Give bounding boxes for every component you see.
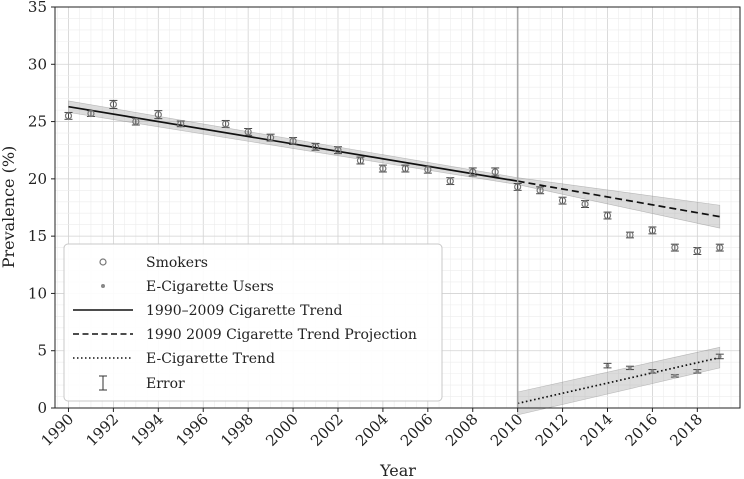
legend-item-ecig-trend: E-Cigarette Trend xyxy=(73,351,275,367)
smoker-point xyxy=(558,197,567,205)
smoker-point xyxy=(379,164,387,173)
smoker-point xyxy=(64,112,73,120)
ecig-point xyxy=(673,374,677,378)
legend-item-cigarette-trend: 1990–2009 Cigarette Trend xyxy=(73,303,343,319)
smoker-point xyxy=(693,247,701,255)
smoker-point xyxy=(581,200,589,208)
smoker-point xyxy=(514,183,522,191)
y-tick-label: 30 xyxy=(28,55,47,73)
y-tick-label: 15 xyxy=(28,227,47,245)
smoker-point xyxy=(671,244,679,252)
legend-item-smokers: Smokers xyxy=(99,255,208,271)
y-axis-ticks: 0 5 10 15 20 25 30 35 xyxy=(28,0,55,417)
y-tick-label: 25 xyxy=(28,113,47,131)
y-tick-label: 10 xyxy=(28,284,47,302)
smoker-point xyxy=(603,211,612,220)
legend-box xyxy=(63,243,443,402)
legend-label-trend-projection: 1990 2009 Cigarette Trend Projection xyxy=(146,327,417,343)
smoker-point xyxy=(87,109,95,118)
x-axis-label: Year xyxy=(379,461,416,479)
legend-item-error: Error xyxy=(99,375,185,392)
smoker-point xyxy=(424,166,432,174)
smoker-point xyxy=(626,231,634,239)
smoker-point xyxy=(132,117,140,126)
data-points xyxy=(64,99,724,378)
legend-item-ecig-users: E-Cigarette Users xyxy=(101,279,274,295)
smoker-point xyxy=(401,164,409,173)
smoker-point xyxy=(222,120,230,128)
smoker-point xyxy=(334,146,342,154)
legend-marker-dot xyxy=(101,284,105,288)
smoker-point xyxy=(356,156,365,165)
legend-label-smokers: Smokers xyxy=(146,255,208,271)
smoker-point xyxy=(446,177,454,185)
ecig-point xyxy=(717,354,722,359)
legend-label-error: Error xyxy=(146,376,185,392)
smoker-point xyxy=(648,226,657,235)
ecig-point xyxy=(605,363,610,368)
y-tick-label: 20 xyxy=(28,170,47,188)
plot-frame xyxy=(54,6,741,409)
smoker-point xyxy=(244,128,252,136)
ecig-point xyxy=(650,369,655,374)
legend-label-ecig-users: E-Cigarette Users xyxy=(146,279,274,295)
y-tick-label: 35 xyxy=(28,0,47,16)
smoker-point xyxy=(267,134,275,142)
legend-label-cigarette-trend: 1990–2009 Cigarette Trend xyxy=(146,303,343,319)
smoker-point xyxy=(177,120,185,128)
trend-line-dashed xyxy=(517,180,720,218)
legend-marker-open-circle xyxy=(99,258,107,266)
smoker-point xyxy=(311,143,320,151)
smoker-point xyxy=(536,186,544,194)
smoker-point xyxy=(154,111,162,119)
y-tick-label: 0 xyxy=(37,399,47,417)
smoker-point xyxy=(469,168,477,176)
trend-line-dotted xyxy=(517,356,720,405)
legend: Smokers E-Cigarette Users 1990–2009 Ciga… xyxy=(63,243,443,402)
ecig-point xyxy=(695,369,700,374)
y-tick-label: 5 xyxy=(37,342,47,360)
smoker-point xyxy=(716,244,724,252)
legend-item-trend-projection: 1990 2009 Cigarette Trend Projection xyxy=(73,327,417,343)
legend-label-ecig-trend: E-Cigarette Trend xyxy=(146,351,275,367)
smoker-point xyxy=(491,168,499,176)
smoker-point xyxy=(289,137,297,145)
y-axis-label: Prevalence (%) xyxy=(0,146,18,269)
smoker-point xyxy=(109,100,117,108)
ecig-point xyxy=(628,366,632,370)
